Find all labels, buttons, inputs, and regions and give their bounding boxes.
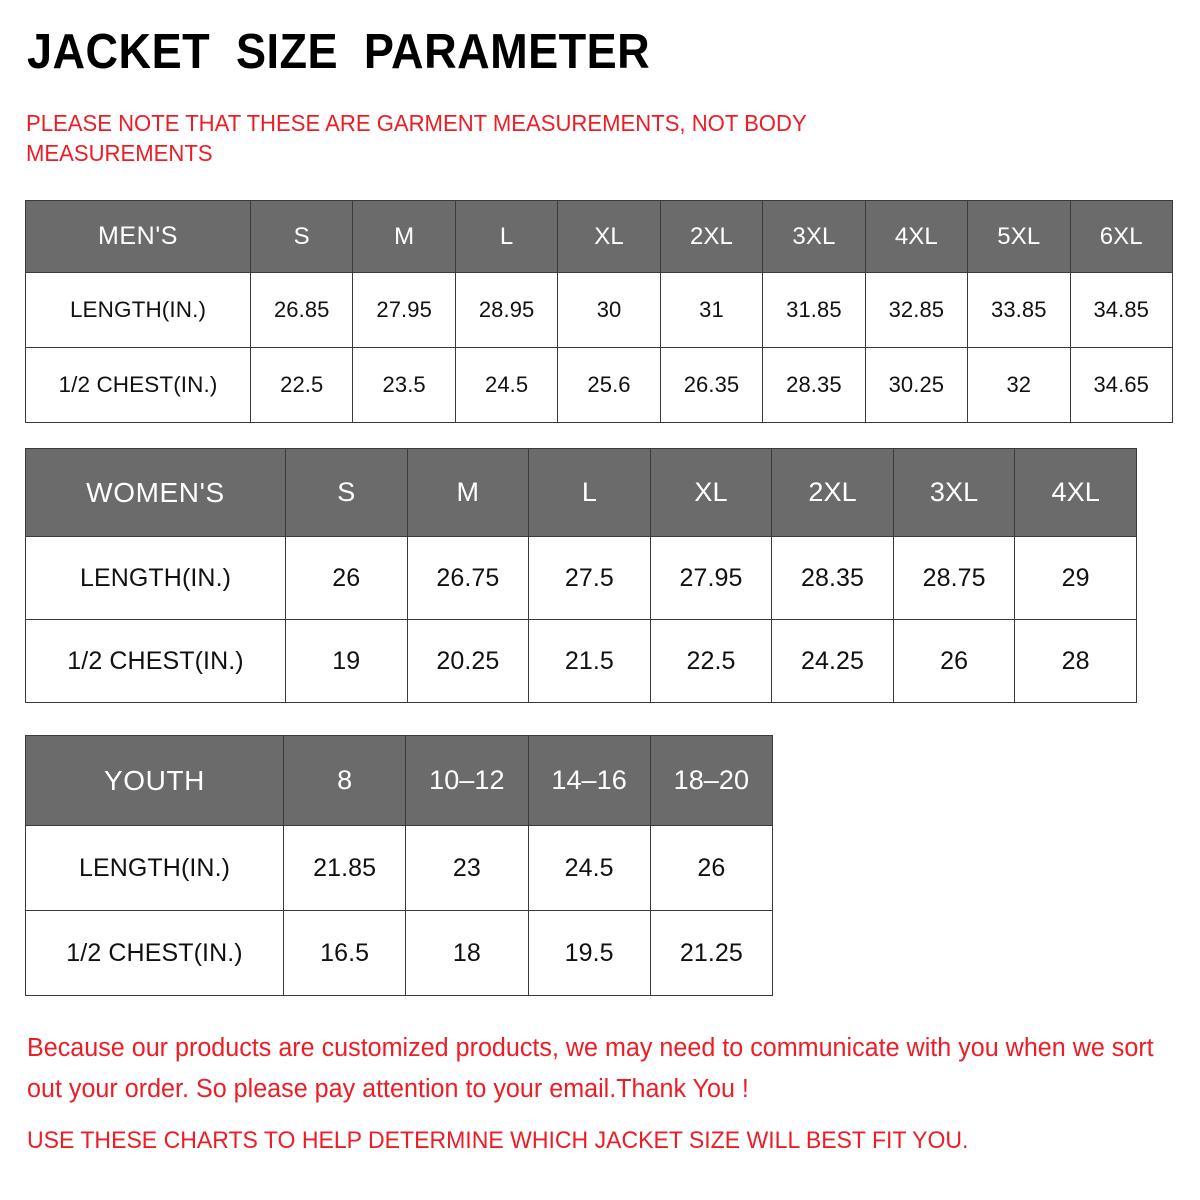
mens-length-l: 28.95 [454,272,559,348]
womens-chest-label: 1/2 CHEST(IN.) [25,619,286,703]
womens-col-2xl: 2XL [771,448,894,537]
mens-length-label: LENGTH(IN.) [25,272,251,348]
customized-products-note: Because our products are customized prod… [27,1034,1154,1103]
mens-col-2xl: 2XL [659,200,764,273]
youth-chest-18-20: 21.25 [649,910,774,996]
table-row: 1/2 CHEST(IN.) 19 20.25 21.5 22.5 24.25 … [25,619,1137,703]
youth-col-8: 8 [282,735,407,826]
mens-chest-s: 22.5 [249,347,354,423]
womens-chest-2xl: 24.25 [771,619,894,703]
womens-col-m: M [406,448,530,537]
table-header-row: WOMEN'S S M L XL 2XL 3XL 4XL [25,448,1137,537]
womens-col-3xl: 3XL [892,448,1016,537]
youth-chest-10-12: 18 [405,910,529,996]
mens-col-xl: XL [557,200,661,273]
mens-table-header: MEN'S S M L XL 2XL 3XL 4XL 5XL 6XL [25,200,1173,273]
mens-col-l: L [454,200,559,273]
womens-table-body: LENGTH(IN.) 26 26.75 27.5 27.95 28.35 28… [25,536,1137,703]
womens-table-header: WOMEN'S S M L XL 2XL 3XL 4XL [25,448,1137,537]
youth-col-14-16: 14–16 [527,735,651,826]
table-row: LENGTH(IN.) 26.85 27.95 28.95 30 31 31.8… [25,272,1173,348]
mens-table-body: LENGTH(IN.) 26.85 27.95 28.95 30 31 31.8… [25,272,1173,423]
youth-size-table: YOUTH 8 10–12 14–16 18–20 LENGTH(IN.) 21… [25,735,774,996]
womens-length-4xl: 29 [1014,536,1137,620]
table-row: LENGTH(IN.) 21.85 23 24.5 26 [25,825,774,911]
mens-col-6xl: 6XL [1069,200,1173,273]
womens-col-4xl: 4XL [1014,448,1137,537]
mens-chest-2xl: 26.35 [659,347,764,423]
mens-col-m: M [352,200,456,273]
womens-header-label: WOMEN'S [25,448,286,537]
youth-col-18-20: 18–20 [649,735,774,826]
womens-col-s: S [285,448,408,537]
mens-length-4xl: 32.85 [864,272,969,348]
womens-length-label: LENGTH(IN.) [25,536,286,620]
womens-chest-4xl: 28 [1014,619,1137,703]
mens-chest-m: 23.5 [352,347,456,423]
womens-chest-m: 20.25 [406,619,530,703]
table-header-row: MEN'S S M L XL 2XL 3XL 4XL 5XL 6XL [25,200,1173,273]
womens-col-xl: XL [649,448,773,537]
youth-chest-8: 16.5 [282,910,407,996]
youth-table-body: LENGTH(IN.) 21.85 23 24.5 26 1/2 CHEST(I… [25,825,774,996]
mens-chest-6xl: 34.65 [1069,347,1173,423]
youth-length-8: 21.85 [282,825,407,911]
youth-length-label: LENGTH(IN.) [25,825,284,911]
mens-length-2xl: 31 [659,272,764,348]
mens-chest-label: 1/2 CHEST(IN.) [25,347,251,423]
womens-chest-s: 19 [285,619,408,703]
youth-col-10-12: 10–12 [405,735,529,826]
womens-length-l: 27.5 [528,536,651,620]
table-row: 1/2 CHEST(IN.) 22.5 23.5 24.5 25.6 26.35… [25,347,1173,423]
table-header-row: YOUTH 8 10–12 14–16 18–20 [25,735,774,826]
womens-col-l: L [528,448,651,537]
mens-col-4xl: 4XL [864,200,969,273]
page-title: JACKET SIZE PARAMETER [27,25,651,79]
garment-measurement-notice: PLEASE NOTE THAT THESE ARE GARMENT MEASU… [26,110,807,166]
womens-length-3xl: 28.75 [892,536,1016,620]
table-row: LENGTH(IN.) 26 26.75 27.5 27.95 28.35 28… [25,536,1137,620]
use-charts-note: USE THESE CHARTS TO HELP DETERMINE WHICH… [27,1127,969,1154]
mens-length-3xl: 31.85 [762,272,866,348]
mens-chest-4xl: 30.25 [864,347,969,423]
mens-length-xl: 30 [557,272,661,348]
womens-length-s: 26 [285,536,408,620]
mens-col-3xl: 3XL [762,200,866,273]
mens-chest-5xl: 32 [967,347,1071,423]
mens-chest-l: 24.5 [454,347,559,423]
youth-header-label: YOUTH [25,735,284,826]
womens-length-2xl: 28.35 [771,536,894,620]
youth-length-10-12: 23 [405,825,529,911]
womens-chest-3xl: 26 [892,619,1016,703]
mens-header-label: MEN'S [25,200,251,273]
mens-length-s: 26.85 [249,272,354,348]
mens-col-s: S [249,200,354,273]
youth-length-18-20: 26 [649,825,774,911]
womens-chest-xl: 22.5 [649,619,773,703]
youth-chest-14-16: 19.5 [527,910,651,996]
youth-length-14-16: 24.5 [527,825,651,911]
womens-length-m: 26.75 [406,536,530,620]
mens-chest-3xl: 28.35 [762,347,866,423]
womens-length-xl: 27.95 [649,536,773,620]
womens-size-table: WOMEN'S S M L XL 2XL 3XL 4XL LENGTH(IN.)… [25,448,1137,703]
mens-col-5xl: 5XL [967,200,1071,273]
youth-table-header: YOUTH 8 10–12 14–16 18–20 [25,735,774,826]
mens-length-5xl: 33.85 [967,272,1071,348]
womens-chest-l: 21.5 [528,619,651,703]
mens-size-table: MEN'S S M L XL 2XL 3XL 4XL 5XL 6XL LENGT… [25,200,1173,423]
youth-chest-label: 1/2 CHEST(IN.) [25,910,284,996]
mens-length-6xl: 34.85 [1069,272,1173,348]
mens-length-m: 27.95 [352,272,456,348]
table-row: 1/2 CHEST(IN.) 16.5 18 19.5 21.25 [25,910,774,996]
mens-chest-xl: 25.6 [557,347,661,423]
